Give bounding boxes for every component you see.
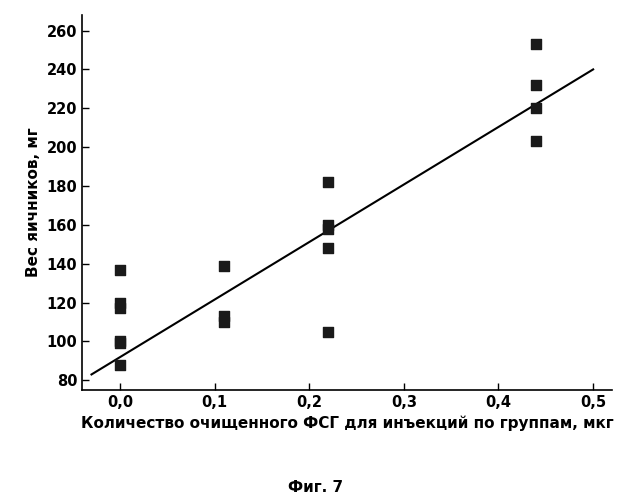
Point bbox=[531, 104, 541, 112]
Point bbox=[115, 360, 125, 368]
Point bbox=[219, 318, 229, 326]
Point bbox=[323, 328, 333, 336]
Point bbox=[115, 298, 125, 306]
Point bbox=[219, 312, 229, 320]
Point bbox=[323, 178, 333, 186]
X-axis label: Количество очищенного ФСГ для инъекций по группам, мкг: Количество очищенного ФСГ для инъекций п… bbox=[81, 416, 613, 431]
Point bbox=[531, 138, 541, 145]
Point bbox=[115, 266, 125, 274]
Point bbox=[115, 340, 125, 347]
Point bbox=[323, 224, 333, 232]
Point bbox=[323, 244, 333, 252]
Text: Фиг. 7: Фиг. 7 bbox=[288, 480, 343, 495]
Point bbox=[115, 338, 125, 345]
Point bbox=[531, 40, 541, 48]
Point bbox=[219, 262, 229, 270]
Point bbox=[323, 221, 333, 229]
Point bbox=[115, 304, 125, 312]
Point bbox=[531, 81, 541, 89]
Y-axis label: Вес яичников, мг: Вес яичников, мг bbox=[26, 128, 41, 278]
